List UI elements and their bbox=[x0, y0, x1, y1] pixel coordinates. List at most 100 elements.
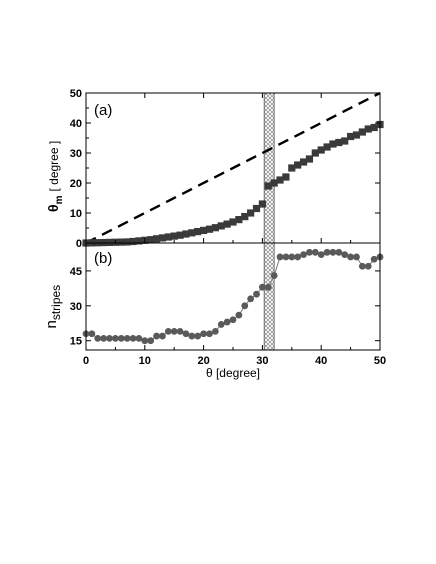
square-point bbox=[105, 238, 114, 246]
circle-point bbox=[153, 332, 160, 340]
square-point bbox=[182, 230, 190, 238]
y-tick-label: 50 bbox=[70, 88, 82, 100]
circle-point bbox=[117, 334, 125, 342]
square-point bbox=[276, 176, 284, 184]
y-axis-label-a-main: θ bbox=[45, 204, 61, 212]
panel-b: 15 30 45 0 10 20 30 40 50 (b) nstripes θ [degre… bbox=[43, 93, 386, 380]
square-point bbox=[264, 182, 272, 190]
square-point bbox=[123, 238, 131, 246]
circle-point bbox=[276, 253, 284, 261]
y-axis-label-b: nstripes bbox=[43, 285, 63, 329]
circle-point bbox=[229, 316, 237, 324]
circle-point bbox=[223, 318, 231, 326]
circle-point bbox=[129, 334, 137, 342]
x-tick-label: 40 bbox=[315, 355, 327, 367]
square-point bbox=[170, 232, 178, 240]
circle-point bbox=[200, 330, 208, 338]
circle-point bbox=[164, 327, 172, 335]
circle-point bbox=[123, 334, 131, 342]
shaded-band-a bbox=[263, 92, 275, 244]
circle-point bbox=[294, 253, 302, 261]
circle-point bbox=[370, 255, 378, 263]
circle-point bbox=[300, 251, 307, 259]
square-point bbox=[364, 125, 372, 133]
circle-point bbox=[358, 262, 366, 270]
circle-point bbox=[141, 337, 149, 345]
square-point bbox=[117, 238, 125, 246]
circle-point bbox=[317, 251, 325, 259]
y-tick-label: 45 bbox=[70, 266, 82, 278]
y-axis-label-b-sub: stripes bbox=[49, 285, 63, 320]
circle-point bbox=[170, 327, 178, 335]
series-squares bbox=[82, 120, 384, 247]
square-point bbox=[299, 158, 308, 166]
circle-point bbox=[341, 251, 349, 259]
y-axis-label-a-unit: [ degree ] bbox=[47, 141, 61, 192]
y-ticks-b: 15 30 45 bbox=[70, 266, 380, 348]
circle-point bbox=[311, 248, 319, 256]
square-point bbox=[152, 235, 161, 243]
circle-point bbox=[106, 334, 113, 342]
x-axis-label: θ [degree] bbox=[206, 366, 260, 380]
square-point bbox=[164, 233, 172, 241]
square-point bbox=[282, 173, 290, 181]
circle-point bbox=[188, 332, 196, 340]
square-point bbox=[194, 228, 202, 236]
square-point bbox=[223, 220, 231, 228]
square-point bbox=[217, 222, 225, 230]
circle-point bbox=[235, 311, 243, 319]
y-tick-label: 30 bbox=[70, 301, 82, 313]
square-point bbox=[317, 146, 325, 154]
square-point bbox=[323, 143, 331, 151]
circle-point bbox=[217, 321, 225, 328]
plot-frame-b bbox=[85, 242, 381, 351]
square-point bbox=[258, 200, 266, 208]
square-point bbox=[211, 224, 219, 232]
circle-point bbox=[323, 248, 331, 256]
circle-point bbox=[288, 253, 296, 261]
square-point bbox=[229, 218, 237, 226]
square-point bbox=[247, 209, 255, 217]
square-point bbox=[135, 237, 143, 245]
panel-label-b: (b) bbox=[94, 250, 112, 267]
circle-point bbox=[88, 330, 96, 338]
square-point bbox=[294, 161, 302, 169]
panel-label-a: (a) bbox=[94, 102, 112, 119]
square-point bbox=[352, 131, 361, 139]
y-tick-label: 15 bbox=[70, 336, 82, 348]
square-point bbox=[188, 229, 196, 237]
square-point bbox=[347, 132, 355, 141]
circle-point bbox=[270, 272, 278, 279]
circle-point bbox=[194, 332, 202, 340]
circle-point bbox=[253, 290, 260, 298]
square-point bbox=[305, 155, 314, 163]
square-point bbox=[288, 164, 296, 172]
circle-point bbox=[94, 334, 102, 342]
x-tick-label: 10 bbox=[139, 355, 151, 367]
x-tick-label: 0 bbox=[83, 355, 89, 367]
square-point bbox=[200, 226, 208, 234]
reference-line bbox=[85, 91, 381, 245]
circle-point bbox=[282, 253, 290, 261]
x-tick-label: 20 bbox=[197, 355, 209, 367]
y-tick-label: 30 bbox=[70, 148, 82, 160]
square-point bbox=[129, 237, 137, 246]
series-line bbox=[86, 251, 381, 342]
square-point bbox=[335, 138, 343, 147]
circle-point bbox=[100, 334, 108, 342]
circle-point bbox=[347, 253, 354, 261]
y-ticks-a: 0 10 20 30 40 50 bbox=[70, 88, 380, 250]
circle-point bbox=[147, 337, 155, 345]
circle-point bbox=[306, 248, 313, 256]
square-point bbox=[358, 128, 366, 136]
y-axis-label-a: θm [ degree ] bbox=[45, 141, 65, 212]
circle-point bbox=[135, 334, 143, 342]
y-axis-label-b-main: n bbox=[43, 320, 60, 328]
circle-point bbox=[112, 334, 119, 342]
x-tick-label: 50 bbox=[374, 355, 386, 367]
square-point bbox=[158, 234, 167, 242]
circle-point bbox=[176, 327, 184, 335]
circle-point bbox=[211, 327, 219, 335]
square-point bbox=[370, 123, 378, 132]
